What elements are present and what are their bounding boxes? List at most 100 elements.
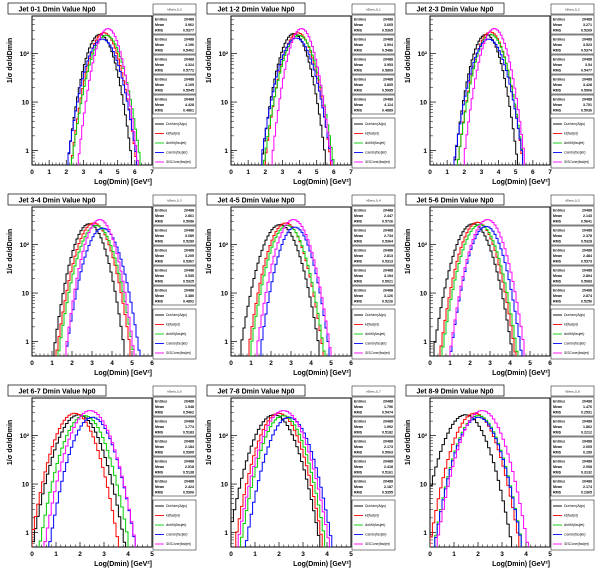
plot-frame [429,15,551,166]
x-tick-label: 4 [110,360,114,367]
stats-value: 0.299 [583,451,592,455]
legend-label: SISCone(fastjet) [564,351,589,355]
legend-label: AntiKt(fastjet) [563,332,584,336]
stats-box: Entries 20488 Mean 2.874 RMS 0.5256 [550,285,595,306]
title-box-border [405,2,505,15]
stats-box-border [152,456,197,477]
histogram-series [453,38,524,165]
y-tick-label: 1 [224,148,228,155]
legend-label: Cambr(fastjet) [365,151,386,155]
histogram-panel: Jet 4-5 Dmin Value Np0 1/σ dσ/dDmin Log(Dm… [199,191,397,381]
stats-key: Mean [553,63,562,67]
stats-value: 0.5328 [581,240,592,244]
histogram-series [240,224,320,356]
stats-header-name: hDmin_0_8 [565,390,580,394]
stats-box: Entries 20488 Mean 2.005 RMS 0.299 [550,436,595,457]
stats-key: Entries [155,78,167,82]
stats-box: Entries 20488 Mean 4.196 RMS 0.5402 [152,34,197,55]
stats-box-border [351,396,396,417]
stats-box-border [550,285,595,306]
y-axis-ticks: 1 10 10² [219,19,237,162]
stats-value: 0.5995 [382,89,393,93]
stats-key: Mean [155,294,164,298]
x-axis-label: Log(Dmin) [GeV²] [293,179,351,186]
x-tick-label: 5 [528,360,532,367]
x-tick-label: 6 [548,360,552,367]
stats-key: RMS [155,260,164,264]
stats-key: Mean [155,405,164,409]
title-box-border [7,2,107,15]
x-tick-label: 4 [309,360,313,367]
stats-key: Entries [553,289,565,293]
legend-label: AntiKt(fastjet) [563,141,584,145]
x-tick-label: 7 [150,169,154,176]
stats-value: 1.992 [384,425,393,429]
stats-value: 20488 [184,58,194,62]
stats-key: Mean [354,234,363,238]
stats-key: RMS [155,220,164,224]
stats-key: Mean [553,445,562,449]
stats-value: 3.126 [384,294,393,298]
stats-value: 20488 [383,229,393,233]
stats-key: Mean [155,274,164,278]
y-tick-label: 1 [423,530,427,537]
stats-value: 2.008 [583,465,592,469]
stats-value: 20488 [582,460,592,464]
stats-box: Entries 20488 Mean 2.378 RMS 0.5328 [550,225,595,246]
stats-box-border [550,416,595,437]
stats-key: Entries [155,249,167,253]
histogram-series [77,28,139,165]
y-tick-label: 10² [418,51,428,58]
stats-key: Entries [354,98,366,102]
stats-box-border [152,74,197,95]
x-tick-label: 5 [514,169,518,176]
stats-key: Mean [553,485,562,489]
stats-key: Entries [155,98,167,102]
stats-key: RMS [354,260,363,264]
stats-value: 3.535 [185,274,194,278]
histogram-svg: Jet 2-3 Dmin Value Np0 1/σ dσ/dDmin Log(Dm… [405,2,595,186]
x-tick-label: 0 [30,169,34,176]
stats-value: 3.751 [583,103,592,107]
x-tick-label: 1 [50,360,54,367]
x-tick-label: 6 [150,360,154,367]
stats-value: 2.874 [583,294,592,298]
title-box-border [405,193,505,206]
stats-value: 20488 [582,269,592,273]
stats-key: Mean [354,405,363,409]
legend-label: AntiKt(fastjet) [364,332,385,336]
legend-label: kt(fastjet) [365,514,379,518]
stats-box-border [550,436,595,457]
x-tick-label: 0 [428,551,432,558]
stats-key: RMS [354,69,363,73]
stats-key: Mean [354,425,363,429]
stats-key: Entries [354,38,366,42]
stats-value: 0.5945 [183,89,194,93]
stats-box-border [152,245,197,266]
stats-value: 0.5364 [382,240,393,244]
y-tick-label: 10 [221,482,229,489]
y-axis-label: 1/σ dσ/dDmin [206,38,213,83]
stats-value: 20488 [582,249,592,253]
stats-key: RMS [354,49,363,53]
legend-label: AntiKt(fastjet) [165,523,186,527]
chart-title: Jet 5-6 Dmin Value Np0 [416,198,493,205]
stats-key: Entries [553,269,565,273]
stats-value: 0.5269 [581,29,592,33]
stats-value: 20488 [582,289,592,293]
x-tick-label: 5 [130,360,134,367]
stats-box-border [152,265,197,286]
x-tick-label: 0 [229,169,233,176]
x-tick-label: 1 [452,551,456,558]
chart-title: Jet 1-2 Dmin Value Np0 [217,7,294,14]
stats-value: 20488 [184,18,194,22]
y-tick-label: 10² [20,242,30,249]
stats-value: 0.2531 [581,411,592,415]
x-tick-label: 1 [54,551,58,558]
stats-key: Mean [155,43,164,47]
y-tick-label: 10² [418,242,428,249]
histogram-series [449,219,525,356]
stats-box: Entries 20488 Mean 2.184 RMS 0.5309 [152,436,197,457]
stats-value: 0.5474 [382,411,393,415]
